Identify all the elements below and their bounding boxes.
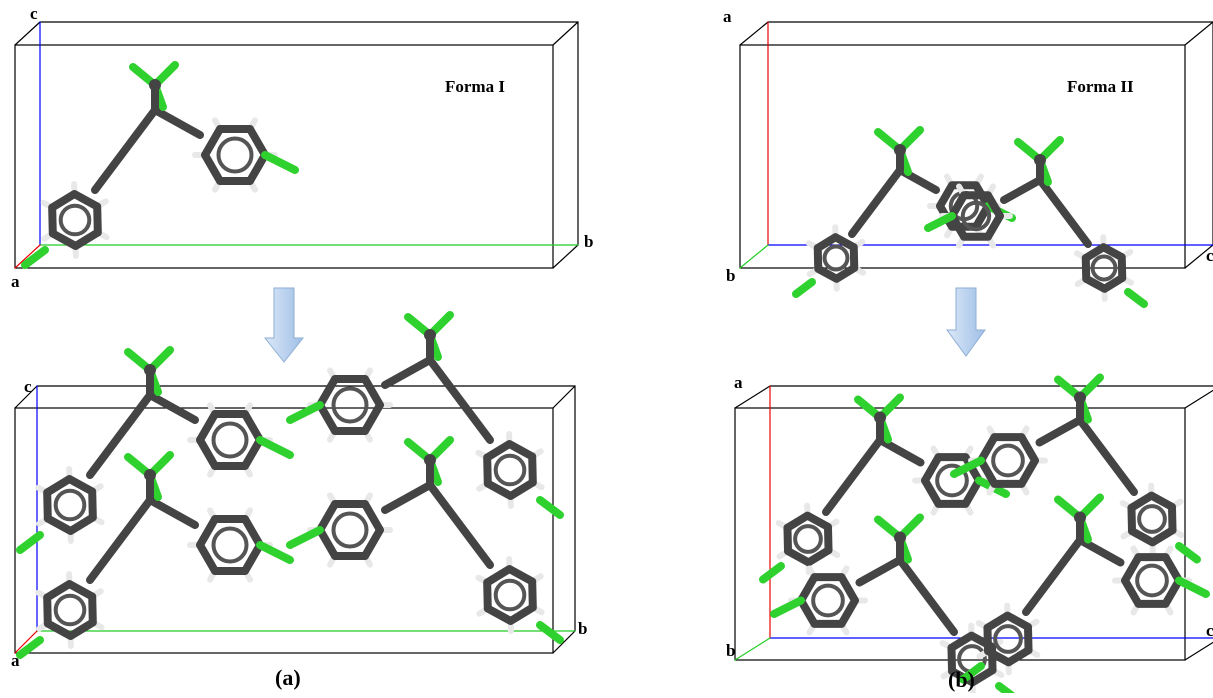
cell-edge [1185, 22, 1213, 45]
ring-inner [334, 389, 367, 422]
arrow [265, 288, 303, 362]
axis-label: b [578, 619, 587, 638]
bond [1040, 180, 1088, 244]
bond [90, 500, 150, 580]
chlorine [25, 250, 45, 265]
chlorine [774, 601, 801, 615]
figure: c a b Forma I c a b (a) a b c Forma II a… [0, 0, 1213, 693]
bond [385, 485, 430, 510]
chlorine [540, 500, 560, 515]
ring-inner [1137, 566, 1167, 596]
chlorine [1128, 292, 1144, 304]
cell-axis [740, 245, 768, 268]
cell-edge [740, 22, 768, 45]
bond [1004, 180, 1040, 200]
axis-label: a [11, 651, 20, 670]
cell-edge [1185, 386, 1213, 408]
axis-label: b [584, 232, 593, 251]
bond [880, 440, 921, 463]
bond [155, 110, 200, 135]
ring-inner [993, 446, 1023, 476]
ring-inner [813, 586, 843, 616]
caption: (a) [275, 665, 301, 690]
ring-inner [496, 456, 525, 485]
axis-label: b [726, 641, 735, 660]
chlorine [1179, 581, 1206, 595]
axis-label: b [726, 266, 735, 285]
cell-axis [735, 638, 770, 660]
axis-label: c [30, 4, 38, 23]
ring-inner [214, 424, 247, 457]
axis-label: a [11, 272, 20, 291]
bond [150, 500, 195, 525]
chlorine [999, 686, 1017, 693]
bond [95, 110, 155, 190]
chlorine [1179, 546, 1197, 560]
panel-title: Forma I [445, 77, 505, 96]
ring-inner [56, 596, 85, 625]
chlorine [540, 625, 560, 640]
ring-inner [1139, 506, 1165, 532]
cell-edge [15, 22, 40, 45]
axis-label: c [1206, 246, 1213, 265]
structures [15, 22, 1213, 693]
bond [1080, 540, 1121, 563]
chlorine [763, 566, 781, 580]
chlorine [265, 155, 295, 170]
chlorine [260, 440, 290, 455]
panel-title: Forma II [1067, 77, 1134, 96]
bond [860, 560, 901, 583]
bond [385, 360, 430, 385]
bond [826, 440, 880, 512]
bond [430, 485, 490, 565]
bond [1080, 420, 1134, 492]
chlorine [796, 282, 812, 294]
ring-inner [995, 626, 1021, 652]
ring-inner [56, 491, 85, 520]
axis-label: c [1206, 621, 1213, 640]
ring-inner [825, 247, 848, 270]
chlorine [260, 545, 290, 560]
arrow [947, 288, 985, 356]
cell-edge [553, 386, 575, 408]
bond [1040, 420, 1081, 443]
axis-label: a [734, 373, 743, 392]
caption: (b) [948, 667, 975, 692]
bond [430, 360, 490, 440]
cell-edge [735, 408, 1185, 660]
ring-inner [795, 526, 821, 552]
ring-inner [334, 514, 367, 547]
ring-inner [61, 206, 90, 235]
cell-edge [553, 245, 578, 268]
bond [1026, 540, 1080, 612]
chlorine [290, 530, 320, 545]
cell-edge [1185, 638, 1213, 660]
axis-label: c [24, 377, 32, 396]
ring-inner [214, 529, 247, 562]
chlorine [290, 405, 320, 420]
axis-label: a [723, 7, 732, 26]
bond [900, 560, 954, 632]
ring-inner [496, 581, 525, 610]
bond [852, 170, 900, 234]
ring-inner [219, 139, 252, 172]
cell-edge [553, 22, 578, 45]
